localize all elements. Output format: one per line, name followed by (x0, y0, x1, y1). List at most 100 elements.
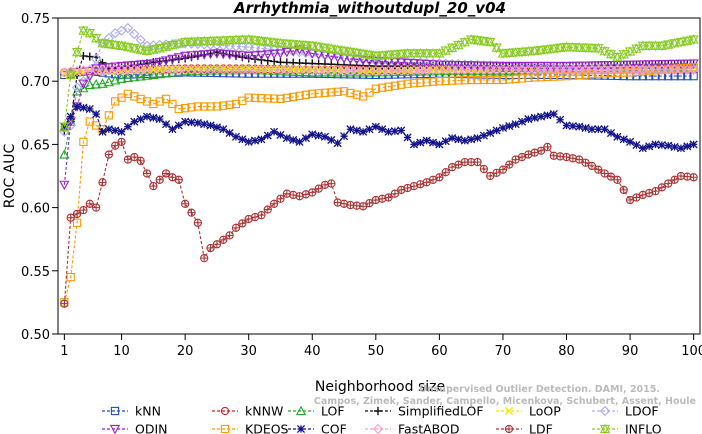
point-cof (314, 131, 323, 140)
point-kdeos (581, 70, 590, 79)
point-cof (594, 125, 603, 134)
point-inflo (84, 27, 95, 39)
point-odin (59, 180, 70, 191)
point-cof (524, 115, 533, 124)
point-cof (467, 135, 476, 144)
point-inflo (497, 48, 509, 59)
point-ldf (664, 179, 673, 188)
point-odin (415, 59, 426, 69)
point-kdeos (123, 89, 133, 98)
point-odin (656, 59, 667, 70)
point-cof (626, 137, 635, 146)
point-odin (504, 61, 515, 72)
point-cof (295, 137, 304, 146)
point-inflo (224, 34, 235, 46)
point-ldf (606, 172, 616, 181)
point-inflo (205, 35, 216, 47)
point-kdeos (619, 68, 628, 77)
point-inflo (567, 41, 578, 53)
point-odin (446, 60, 458, 71)
point-cof (206, 121, 215, 130)
point-kdeos (212, 102, 222, 111)
point-lof (84, 79, 95, 90)
point-odin (357, 55, 369, 66)
point-cof (435, 140, 444, 149)
point-inflo (478, 35, 490, 47)
point-odin (599, 61, 610, 71)
point-kdeos (447, 76, 457, 85)
point-inflo (351, 47, 362, 59)
point-inflo (65, 69, 76, 81)
point-inflo (180, 36, 191, 48)
x-tick-label: 80 (558, 344, 575, 359)
point-kdeos (435, 77, 444, 86)
chart-title: Arrhythmia_withoutdupl_20_v04 (233, 0, 506, 17)
point-kdeos (441, 76, 450, 86)
point-ldf (371, 195, 380, 205)
point-inflo (110, 39, 121, 51)
watermark: Unsupervised Outlier Detection. DAMI, 20… (314, 384, 696, 407)
point-ldf (352, 201, 361, 210)
point-odin (440, 60, 451, 71)
point-inflo (122, 41, 134, 53)
point-inflo (307, 40, 318, 52)
point-ldf (670, 175, 679, 184)
point-inflo (542, 43, 553, 55)
legend-marker-knnw (220, 406, 230, 416)
point-cof (365, 125, 374, 134)
point-inflo (586, 42, 598, 54)
legend-marker-kdeos (220, 424, 230, 434)
point-lof (91, 78, 102, 89)
point-kdeos (460, 76, 469, 85)
point-kdeos (269, 94, 279, 103)
legend-label-knn: kNN (135, 404, 161, 419)
point-odin (459, 61, 470, 71)
point-cof (111, 126, 120, 135)
legend-marker-knn (110, 406, 120, 416)
legend-item-kdeos: KDEOS (212, 422, 289, 434)
point-odin (497, 61, 509, 72)
point-odin (593, 61, 604, 71)
point-odin (122, 61, 134, 71)
legend-item-ldof: LDOF (592, 404, 659, 419)
point-lof (122, 72, 134, 83)
point-ldf (187, 208, 196, 217)
point-cof (600, 125, 609, 134)
point-inflo (129, 42, 140, 54)
point-ldf (111, 141, 120, 150)
point-ldof (129, 28, 140, 40)
point-inflo (466, 34, 477, 45)
point-kdeos (339, 87, 349, 96)
point-cof (238, 135, 247, 144)
point-inflo (523, 46, 534, 57)
point-odin (141, 59, 153, 70)
point-odin (542, 61, 553, 72)
legend-label-odin: ODIN (135, 422, 168, 434)
point-kdeos (250, 93, 260, 103)
point-inflo (491, 42, 502, 54)
point-odin (669, 59, 680, 70)
point-ldof (262, 43, 273, 55)
point-cof (123, 122, 132, 131)
point-ldf (581, 158, 590, 167)
point-inflo (682, 35, 693, 47)
point-ldof (230, 41, 242, 52)
point-odin (300, 47, 312, 57)
point-odin (262, 50, 273, 60)
point-cof (276, 130, 285, 139)
point-kdeos (79, 137, 88, 147)
point-kdeos (320, 88, 330, 97)
point-cof (409, 140, 419, 149)
point-inflo (377, 50, 388, 61)
point-inflo (256, 35, 267, 47)
y-tick-label: 0.50 (21, 328, 50, 343)
legend-item-odin: ODIN (102, 422, 168, 434)
point-odin (427, 60, 439, 70)
point-inflo (338, 45, 350, 57)
point-cof (549, 110, 558, 119)
point-kdeos (276, 94, 285, 104)
point-ldf (85, 199, 94, 208)
point-odin (663, 59, 674, 70)
series-inflo (59, 25, 699, 133)
point-ldf (174, 175, 183, 184)
